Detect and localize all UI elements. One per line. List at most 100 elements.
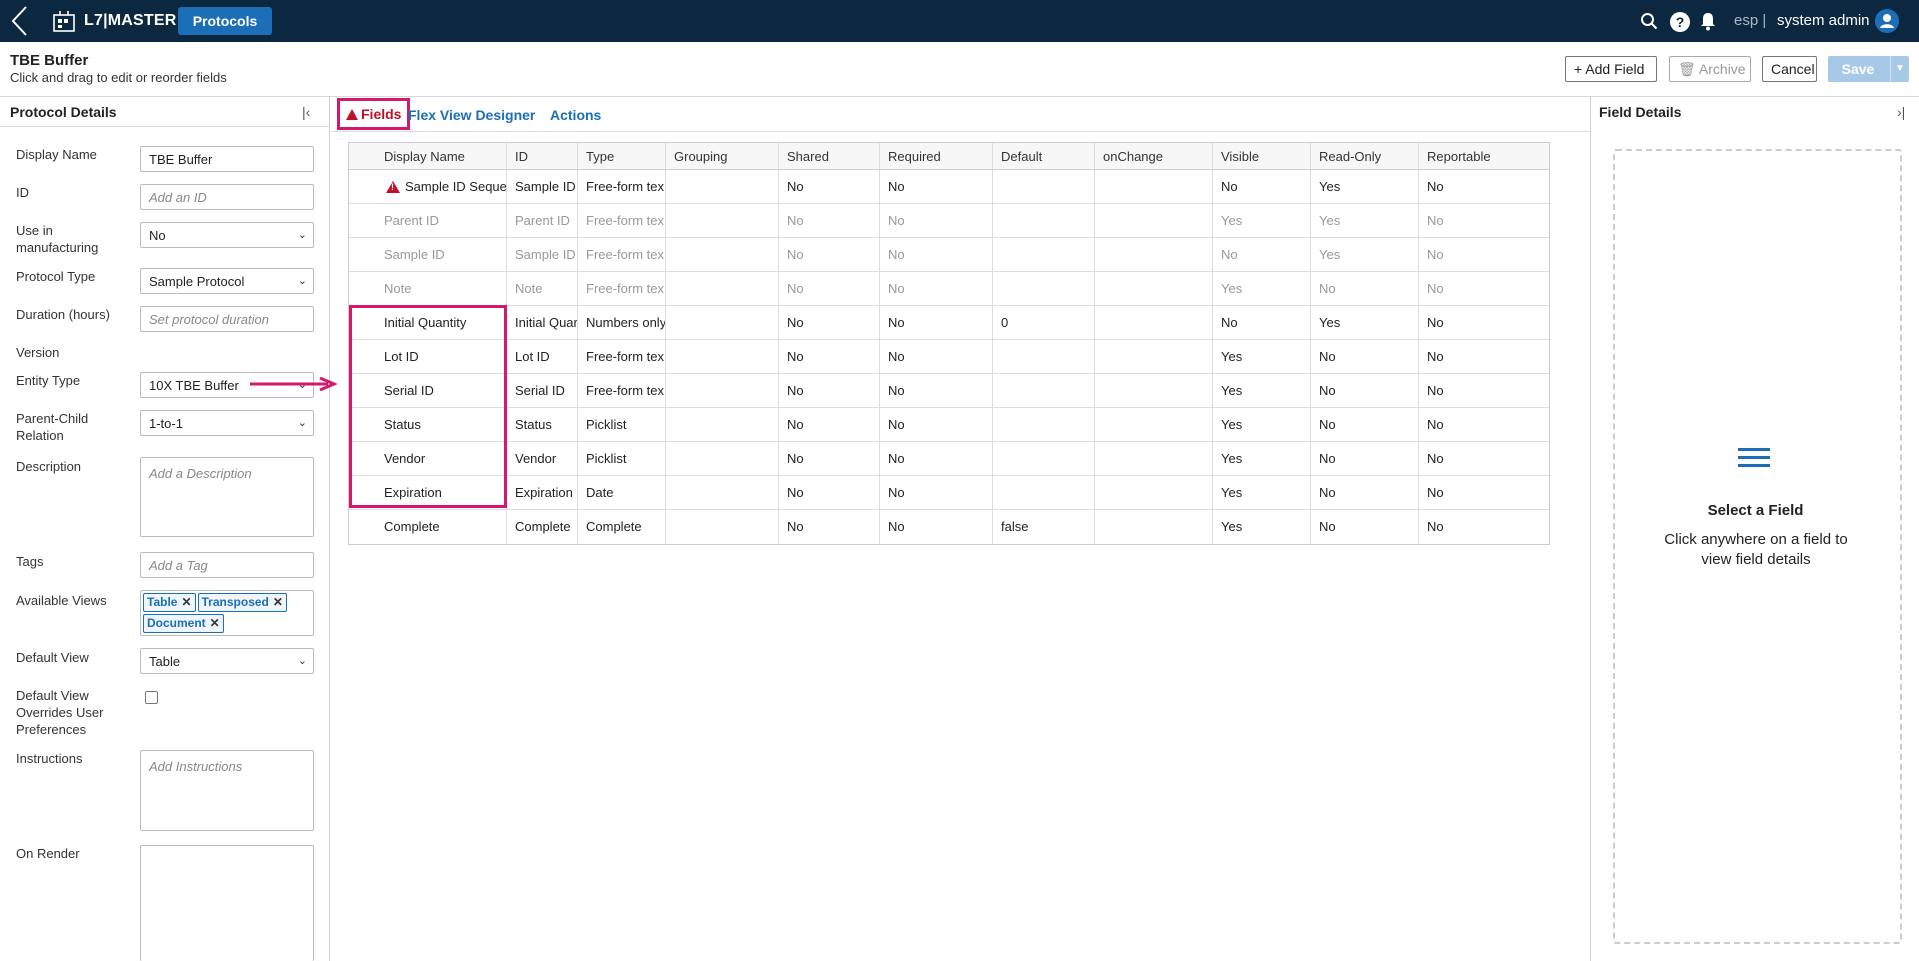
language-selector[interactable]: esp | xyxy=(1734,12,1767,29)
on-render-textarea[interactable] xyxy=(140,845,314,961)
table-cell xyxy=(1095,442,1213,475)
table-cell: Yes xyxy=(1311,204,1419,237)
table-cell: Expiration xyxy=(349,476,507,509)
table-row[interactable]: Parent ID Parent ID Free-form tex No No Yes Ye… xyxy=(349,204,1549,238)
tags-input[interactable]: Add a Tag xyxy=(140,552,314,578)
back-chevron-icon[interactable] xyxy=(6,4,36,38)
column-header[interactable]: Reportable xyxy=(1427,149,1491,164)
table-row[interactable]: Lot ID Lot ID Free-form tex No No Yes No No xyxy=(349,340,1549,374)
table-cell: Vendor xyxy=(349,442,507,475)
description-textarea[interactable]: Add a Description xyxy=(140,457,314,537)
table-cell: Vendor xyxy=(507,442,578,475)
table-row[interactable]: Sample ID Sample ID Free-form tex No No No Yes… xyxy=(349,238,1549,272)
table-cell: Complete xyxy=(507,510,578,544)
column-header[interactable]: onChange xyxy=(1095,143,1213,169)
chip-label: Document xyxy=(147,616,206,630)
column-header[interactable]: Visible xyxy=(1213,143,1311,169)
table-cell: No xyxy=(1213,238,1311,271)
view-chip-document[interactable]: Document ✕ xyxy=(143,614,224,633)
table-row[interactable]: Serial ID Serial ID Free-form tex No No Yes No… xyxy=(349,374,1549,408)
table-cell xyxy=(666,510,779,544)
view-chip-table[interactable]: Table ✕ xyxy=(143,593,196,612)
parent-child-value: 1-to-1 xyxy=(149,416,183,431)
table-cell: Picklist xyxy=(578,442,666,475)
table-row[interactable]: Status Status Picklist No No Yes No No xyxy=(349,408,1549,442)
user-name[interactable]: system admin xyxy=(1777,12,1870,29)
id-input[interactable]: Add an ID xyxy=(140,184,314,210)
entity-type-label: Entity Type xyxy=(16,373,81,388)
default-view-select[interactable]: Table ⌄ xyxy=(140,648,314,674)
chevron-down-icon: ⌄ xyxy=(297,229,307,241)
available-views-chips[interactable]: Table ✕ Transposed ✕Document ✕ xyxy=(140,590,314,636)
on-render-label: On Render xyxy=(16,846,80,861)
save-dropdown-chevron-icon[interactable]: ▼ xyxy=(1890,56,1909,82)
table-cell xyxy=(666,272,779,305)
instructions-textarea[interactable]: Add Instructions xyxy=(140,750,314,831)
nav-tab-protocols[interactable]: Protocols xyxy=(178,7,272,35)
table-cell: Sample ID Sequen xyxy=(349,170,507,203)
page-title: TBE Buffer xyxy=(10,52,89,69)
tab-flex-view-designer[interactable]: Flex View Designer xyxy=(408,107,536,123)
protocol-type-select[interactable]: Sample Protocol ⌄ xyxy=(140,268,314,294)
column-header[interactable]: Display Name xyxy=(349,143,507,169)
user-avatar-icon[interactable] xyxy=(1875,9,1899,33)
cancel-button[interactable]: Cancel xyxy=(1762,56,1817,82)
table-cell: Picklist xyxy=(578,408,666,441)
save-button[interactable]: Save ▼ xyxy=(1828,56,1909,82)
list-icon xyxy=(1738,448,1770,472)
column-header[interactable]: Default xyxy=(993,143,1095,169)
table-cell xyxy=(993,340,1095,373)
column-header[interactable]: Shared xyxy=(779,143,880,169)
display-name-input[interactable]: TBE Buffer xyxy=(140,146,314,172)
collapse-right-icon[interactable]: ›| xyxy=(1897,104,1906,120)
tab-actions[interactable]: Actions xyxy=(550,107,602,123)
table-cell: Yes xyxy=(1213,442,1311,475)
table-cell: Yes xyxy=(1213,374,1311,407)
close-icon[interactable]: ✕ xyxy=(209,616,220,630)
column-header[interactable]: Grouping xyxy=(666,143,779,169)
parent-child-select[interactable]: 1-to-1 ⌄ xyxy=(140,410,314,436)
view-chip-transposed[interactable]: Transposed ✕ xyxy=(197,593,287,612)
table-row[interactable]: Initial Quantity Initial Quar Numbers only… xyxy=(349,306,1549,340)
bell-icon[interactable] xyxy=(1698,11,1718,31)
duration-input[interactable]: Set protocol duration xyxy=(140,306,314,332)
table-row[interactable]: Expiration Expiration Date No No Yes No No xyxy=(349,476,1549,510)
column-header[interactable]: Read-Only xyxy=(1311,143,1419,169)
description-label: Description xyxy=(16,459,82,474)
table-cell: Yes xyxy=(1311,238,1419,271)
table-row[interactable]: Complete Complete Complete No No false Yes No No xyxy=(349,510,1549,544)
column-header[interactable]: ID xyxy=(507,143,578,169)
table-cell xyxy=(1095,238,1213,271)
table-row[interactable]: Note Note Free-form tex No No Yes No No xyxy=(349,272,1549,306)
table-cell xyxy=(1095,340,1213,373)
default-view-overrides-checkbox[interactable] xyxy=(145,691,158,704)
table-cell xyxy=(993,204,1095,237)
tab-fields[interactable]: Fields xyxy=(337,98,411,130)
table-cell: Yes xyxy=(1213,408,1311,441)
table-cell xyxy=(993,238,1095,271)
close-icon[interactable]: ✕ xyxy=(272,595,283,609)
editor-tabs: Fields Flex View Designer Actions xyxy=(331,96,1590,132)
archive-button[interactable]: 🗑 Archive xyxy=(1669,56,1751,82)
column-header[interactable]: Type xyxy=(578,143,666,169)
table-row[interactable]: Vendor Vendor Picklist No No Yes No No xyxy=(349,442,1549,476)
use-in-manufacturing-select[interactable]: No ⌄ xyxy=(140,222,314,248)
add-field-button[interactable]: + Add Field xyxy=(1565,56,1657,82)
search-icon[interactable] xyxy=(1640,12,1658,30)
help-icon[interactable]: ? xyxy=(1670,12,1690,32)
close-icon[interactable]: ✕ xyxy=(181,595,192,609)
use-in-manufacturing-label: Use in manufacturing xyxy=(16,223,99,255)
table-cell: Complete xyxy=(349,510,507,544)
table-cell: No xyxy=(1427,383,1444,398)
table-cell: No xyxy=(779,272,880,305)
table-cell xyxy=(1095,374,1213,407)
column-header[interactable]: Required xyxy=(880,143,993,169)
table-cell xyxy=(1095,408,1213,441)
table-cell: No xyxy=(1311,340,1419,373)
chip-label: Table xyxy=(147,595,178,609)
table-row[interactable]: Sample ID Sequen Sample ID Free-form tex No… xyxy=(349,170,1549,204)
collapse-left-icon[interactable]: |‹ xyxy=(302,104,311,120)
table-cell: No xyxy=(880,510,993,544)
table-cell: Sample ID xyxy=(349,238,507,271)
table-cell: Lot ID xyxy=(349,340,507,373)
